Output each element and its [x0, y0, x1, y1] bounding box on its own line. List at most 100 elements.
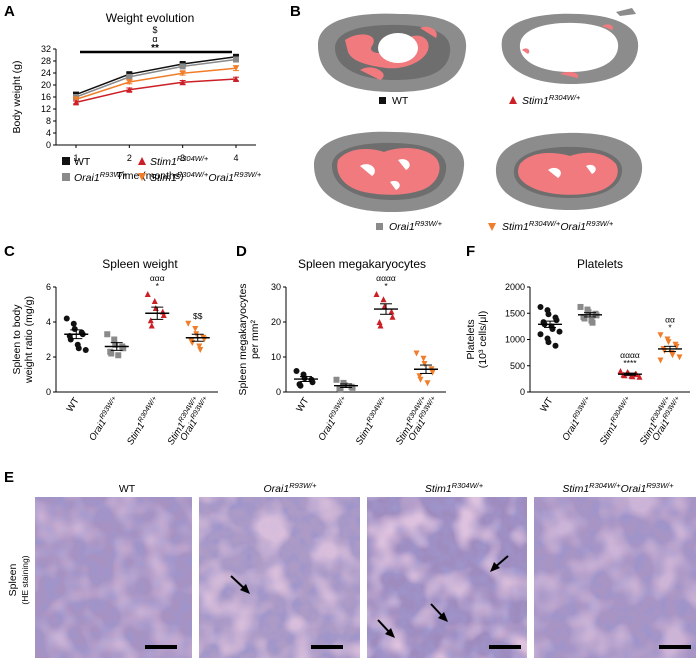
- data-point-double: [669, 352, 676, 359]
- ytick-label: 1500: [505, 308, 525, 318]
- data-point-wt: [71, 326, 78, 332]
- bone-rendering-stim: [501, 8, 639, 84]
- panel-a-xtick-label: 4: [233, 153, 238, 163]
- data-point-double: [665, 339, 672, 346]
- data-point-double: [185, 320, 192, 327]
- data-point-stim: [144, 291, 151, 297]
- data-point-stim: [148, 322, 155, 329]
- panel-a-title: Weight evolution: [106, 11, 195, 25]
- xtick-label-stim: Stim1R304W/+: [353, 395, 392, 447]
- scale-bar: [489, 645, 521, 649]
- data-point-wt: [309, 379, 316, 386]
- ytick-label: 6: [46, 282, 51, 292]
- data-point-orai: [108, 350, 115, 357]
- e-title-stim: Stim1R304W/+: [425, 481, 484, 495]
- xtick-label-text: Stim1: [354, 421, 376, 447]
- e-title-double: Stim1R304W/+Orai1R93W/+: [562, 481, 674, 495]
- data-point-orai: [349, 384, 356, 391]
- data-point-orai: [589, 319, 596, 326]
- data-point-wt: [293, 368, 300, 374]
- panel-letter-f: F: [466, 243, 475, 260]
- panel-a-ytick-label: 32: [41, 44, 51, 54]
- data-point-double: [192, 326, 199, 332]
- significance-marker-stim: αααα: [376, 273, 396, 283]
- data-point-orai: [111, 336, 118, 343]
- data-point-stim: [147, 317, 154, 324]
- ytick-label: 1000: [505, 335, 525, 345]
- data-point-double: [417, 376, 424, 383]
- b-stim-label: Stim1R304W/+: [522, 93, 581, 107]
- panel-a-ytick-label: 4: [46, 128, 51, 138]
- data-point-orai: [112, 341, 119, 348]
- panel-letter-c: C: [4, 243, 15, 260]
- series-line-double: [75, 67, 237, 101]
- data-point-wt: [75, 345, 82, 352]
- panel-b-bone-renderings: WT Stim1R304W/+ Orai1R93W/+ Stim1R304W/+…: [314, 8, 643, 233]
- data-point-double: [424, 380, 431, 387]
- xtick-label-stim: Stim1R304W/+: [124, 395, 163, 447]
- legend-double-marker: [138, 173, 146, 181]
- panel-d-ylabel-line1: Spleen megakaryocytes: [237, 283, 249, 395]
- panel-a-ytick-label: 28: [41, 56, 51, 66]
- e-ylabel-sub: (HE staining): [20, 555, 30, 604]
- data-point-wt: [82, 347, 89, 353]
- e-title-wt: WT: [119, 483, 136, 495]
- panel-f-ylabel-line1: Platelets: [465, 319, 477, 359]
- panel-a-annotation-dollar: $: [152, 25, 157, 35]
- ytick-label: 0: [46, 387, 51, 397]
- bone-rendering-orai: [314, 131, 465, 212]
- histology-image-stim: [367, 497, 527, 658]
- xtick-label-wt: WT: [538, 396, 555, 415]
- data-point-wt: [63, 315, 70, 322]
- b-orai-marker: [376, 223, 383, 230]
- xtick-label-sup: R93W/+: [328, 395, 347, 420]
- xtick-label-stim: Stim1R304W/+: [597, 395, 636, 447]
- data-point-wt: [70, 320, 77, 327]
- legend-orai-marker: [62, 173, 70, 181]
- data-point-orai: [577, 303, 584, 310]
- data-point-stim: [388, 308, 395, 315]
- data-point-orai: [179, 63, 186, 70]
- ytick-label: 20: [271, 317, 281, 327]
- xtick-label-text: Stim1: [598, 421, 620, 447]
- data-point-double: [196, 343, 203, 350]
- data-point-orai: [233, 56, 239, 63]
- data-point-wt: [537, 331, 544, 338]
- data-point-wt: [556, 328, 563, 335]
- legend-wt-marker: [62, 157, 70, 165]
- panel-a-annotation-stars: **: [151, 43, 159, 54]
- data-point-stim: [377, 322, 384, 329]
- xtick-label-orai: Orai1R93W/+: [316, 395, 352, 443]
- data-point-orai: [337, 386, 344, 393]
- data-point-stim: [380, 296, 387, 303]
- panel-letter-e: E: [4, 469, 14, 486]
- b-stim-marker: [509, 96, 517, 104]
- significance-marker-stim: *: [384, 281, 388, 291]
- significance-marker-double: $$: [193, 311, 203, 321]
- legend-double-label: Stim1R304W/+Orai1R93W/+: [150, 170, 262, 184]
- significance-marker-double: *: [668, 322, 672, 332]
- data-point-double: [673, 343, 680, 350]
- data-point-double: [657, 357, 664, 364]
- significance-marker-double: αα: [665, 314, 675, 324]
- data-point-stim: [126, 86, 133, 93]
- xtick-label-sup: R93W/+: [572, 395, 591, 420]
- significance-marker-stim: ****: [623, 358, 637, 368]
- data-point-orai: [126, 73, 133, 80]
- data-point-stim: [160, 312, 167, 318]
- ytick-label: 0: [276, 387, 281, 397]
- panel-c-title: Spleen weight: [102, 257, 178, 271]
- panel-a-annotation-alpha: α: [152, 34, 157, 44]
- xtick-label-wt: WT: [65, 396, 82, 415]
- panel-f-title: Platelets: [577, 257, 623, 271]
- scale-bar: [659, 645, 691, 649]
- data-point-double: [676, 354, 683, 361]
- data-point-stim: [151, 298, 158, 304]
- scale-bar: [145, 645, 177, 649]
- data-point-double: [420, 355, 427, 362]
- panel-e-histology: Spleen (HE staining) WT Orai1R93W/+ Stim…: [7, 481, 696, 658]
- panel-c-ylabel-line1: Spleen to body: [11, 304, 23, 375]
- bone-rendering-wt: [318, 13, 467, 93]
- e-title-orai: Orai1R93W/+: [264, 481, 318, 495]
